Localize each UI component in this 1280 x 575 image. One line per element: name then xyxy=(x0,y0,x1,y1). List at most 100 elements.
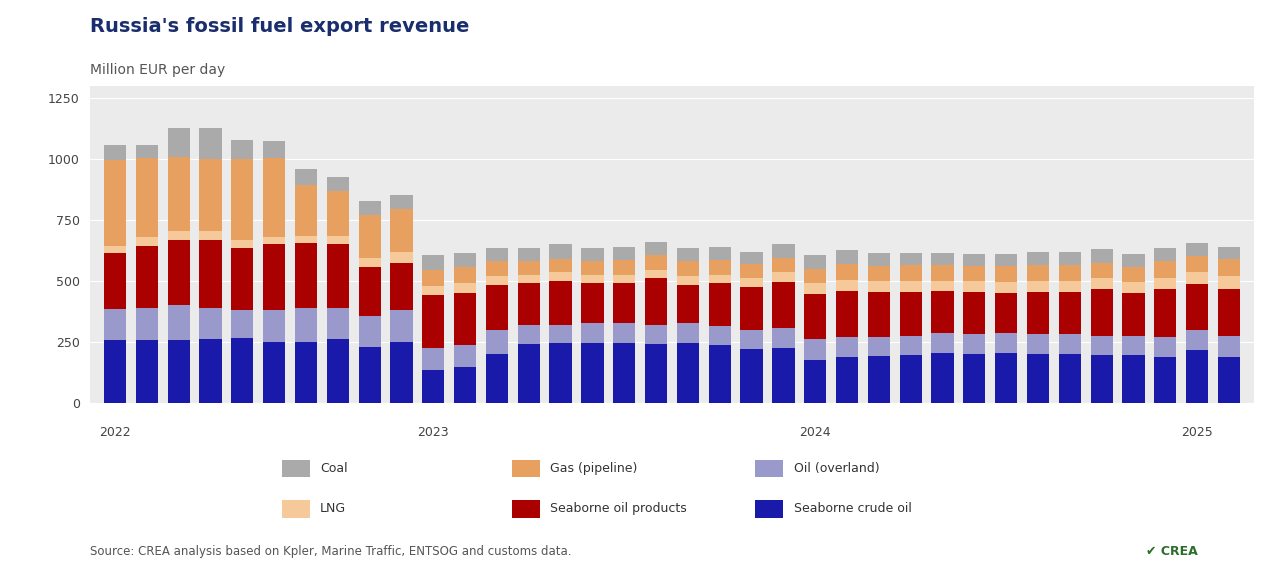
Bar xyxy=(1155,358,1176,402)
Bar xyxy=(932,333,954,352)
Bar xyxy=(1059,292,1080,335)
Bar xyxy=(868,356,890,402)
Bar xyxy=(294,243,317,308)
Bar xyxy=(454,253,476,267)
Bar xyxy=(136,246,157,308)
Bar xyxy=(390,310,412,342)
Bar xyxy=(1155,278,1176,289)
Bar xyxy=(264,141,285,158)
Bar xyxy=(486,285,508,329)
Bar xyxy=(104,309,127,340)
Bar xyxy=(677,323,699,343)
Bar xyxy=(836,358,858,402)
Bar xyxy=(454,346,476,367)
Bar xyxy=(964,266,986,281)
Bar xyxy=(168,340,189,402)
Bar xyxy=(645,270,667,278)
Bar xyxy=(836,251,858,264)
Text: 2023: 2023 xyxy=(417,426,449,439)
Bar xyxy=(964,292,986,335)
Bar xyxy=(900,265,922,281)
Bar xyxy=(645,325,667,344)
Bar xyxy=(422,348,444,370)
Bar xyxy=(168,305,189,340)
Bar xyxy=(549,325,572,343)
Bar xyxy=(995,333,1018,352)
Bar xyxy=(581,343,604,402)
Bar xyxy=(804,294,827,339)
Bar xyxy=(1187,243,1208,256)
Bar xyxy=(1027,281,1050,292)
Bar xyxy=(645,344,667,402)
Bar xyxy=(358,258,381,267)
Bar xyxy=(168,231,189,240)
Bar xyxy=(645,278,667,325)
Bar xyxy=(1091,355,1112,402)
Bar xyxy=(358,347,381,402)
Bar xyxy=(549,281,572,325)
Bar xyxy=(326,308,349,339)
Bar xyxy=(1059,265,1080,281)
Bar xyxy=(772,258,795,273)
Bar xyxy=(868,281,890,292)
Bar xyxy=(1123,282,1144,293)
Bar xyxy=(1217,247,1240,259)
Bar xyxy=(232,140,253,159)
Bar xyxy=(1123,267,1144,282)
Bar xyxy=(964,335,986,354)
Bar xyxy=(1123,336,1144,355)
Bar xyxy=(1217,259,1240,277)
Bar xyxy=(677,276,699,285)
Bar xyxy=(549,273,572,281)
Bar xyxy=(454,267,476,283)
Bar xyxy=(772,328,795,348)
Bar xyxy=(868,292,890,337)
Text: Coal: Coal xyxy=(320,462,348,475)
Bar xyxy=(740,349,763,402)
Bar xyxy=(900,355,922,402)
Bar xyxy=(294,308,317,342)
Bar xyxy=(232,240,253,248)
Bar xyxy=(549,259,572,273)
Bar xyxy=(168,128,189,157)
Bar xyxy=(677,262,699,276)
Bar xyxy=(995,266,1018,282)
Bar xyxy=(294,236,317,243)
Text: Million EUR per day: Million EUR per day xyxy=(90,63,225,77)
Text: ✔ CREA: ✔ CREA xyxy=(1146,545,1197,558)
Bar xyxy=(326,191,349,236)
Bar xyxy=(264,342,285,402)
Bar xyxy=(964,254,986,266)
Bar xyxy=(358,316,381,347)
Bar xyxy=(136,145,157,158)
Bar xyxy=(581,248,604,262)
Bar xyxy=(836,290,858,337)
Bar xyxy=(1091,336,1112,355)
Bar xyxy=(136,340,157,402)
Bar xyxy=(422,370,444,402)
Bar xyxy=(804,255,827,269)
Bar xyxy=(1123,293,1144,336)
Bar xyxy=(900,292,922,336)
Bar xyxy=(1091,278,1112,289)
Bar xyxy=(772,273,795,282)
Bar xyxy=(1027,335,1050,354)
Text: 2025: 2025 xyxy=(1181,426,1213,439)
Bar xyxy=(836,264,858,279)
Bar xyxy=(1187,256,1208,273)
Bar xyxy=(1155,262,1176,278)
Bar xyxy=(390,342,412,402)
Bar xyxy=(104,145,127,160)
Bar xyxy=(677,248,699,262)
Bar xyxy=(804,339,827,360)
Bar xyxy=(709,247,731,260)
Bar xyxy=(200,231,221,240)
Bar xyxy=(294,169,317,185)
Bar xyxy=(136,308,157,340)
Text: 2022: 2022 xyxy=(100,426,131,439)
Text: Gas (pipeline): Gas (pipeline) xyxy=(550,462,637,475)
Bar xyxy=(1027,265,1050,281)
Bar xyxy=(804,269,827,283)
Bar xyxy=(326,178,349,191)
Text: 2024: 2024 xyxy=(800,426,831,439)
